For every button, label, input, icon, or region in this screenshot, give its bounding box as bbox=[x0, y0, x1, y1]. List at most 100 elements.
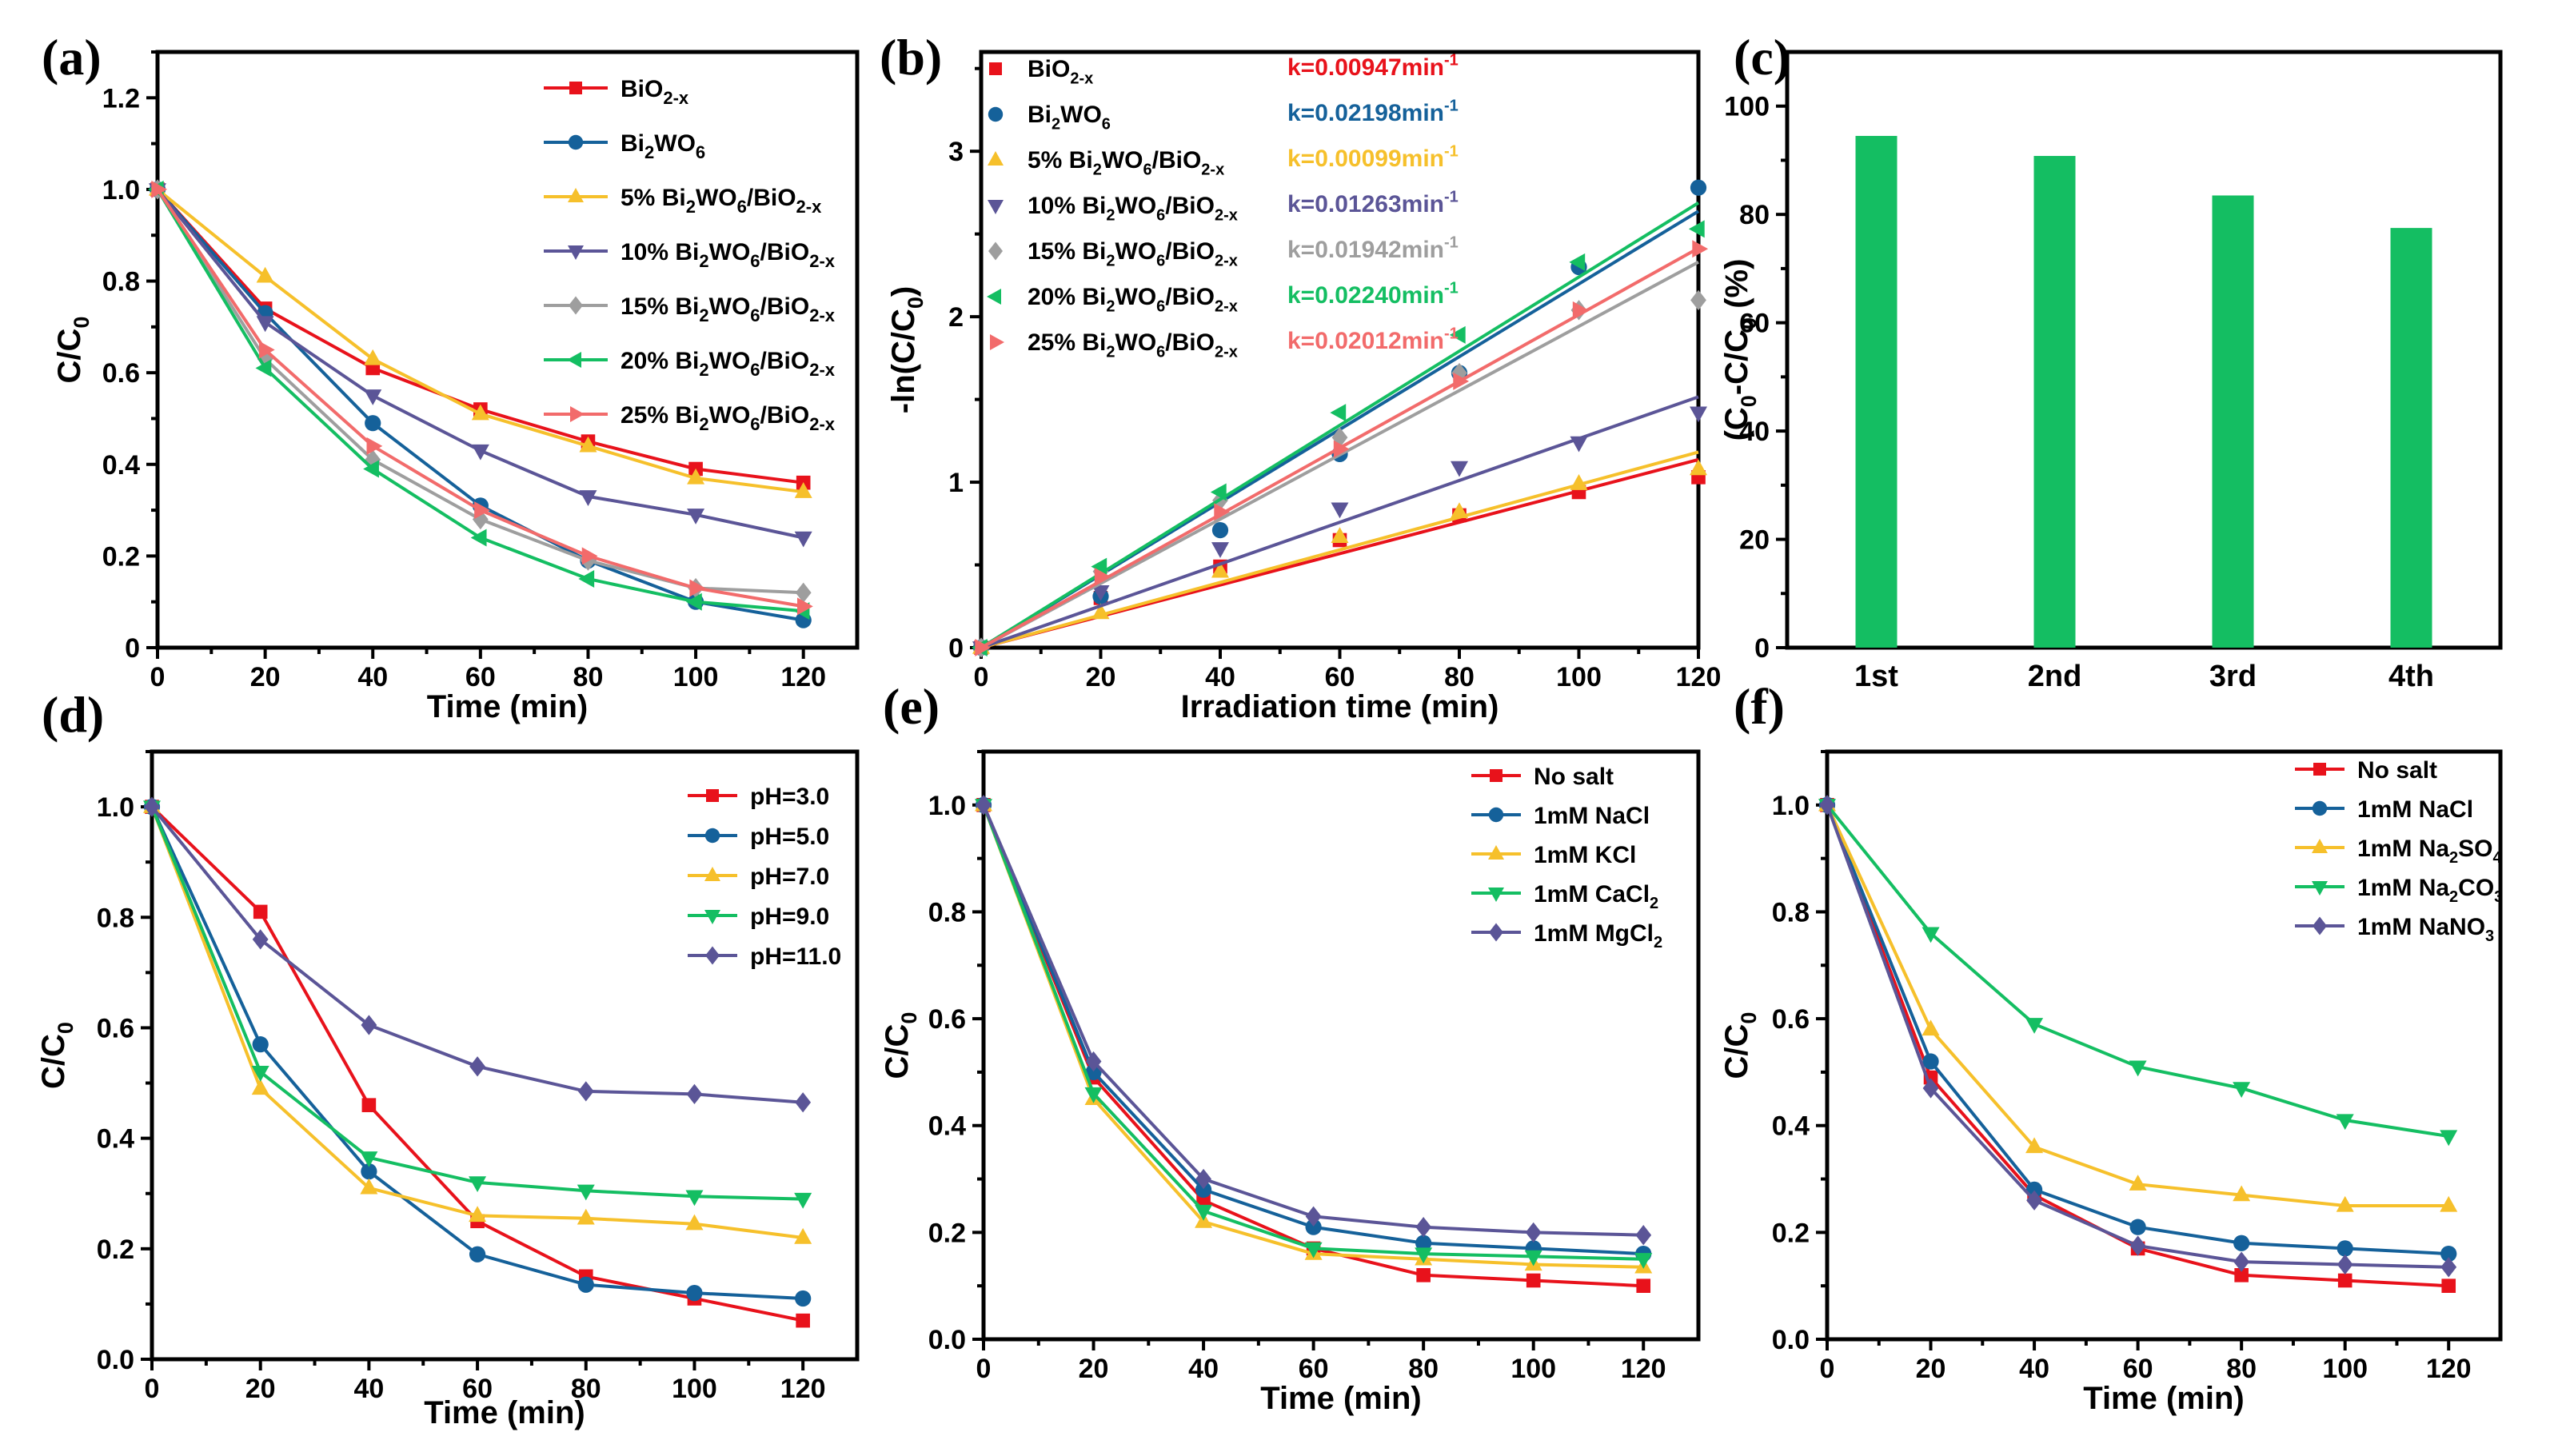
series-1mm-na2co3 bbox=[1818, 799, 2458, 1147]
data-point bbox=[1690, 459, 1707, 476]
x-axis-title-d: Time (min) bbox=[424, 1395, 585, 1430]
y-tick-label-a: 1.2 bbox=[102, 83, 140, 114]
data-point bbox=[361, 1098, 377, 1112]
legend-marker bbox=[706, 789, 719, 802]
legend-label: Bi2WO6 bbox=[1028, 102, 1111, 133]
legend-entry-5-bi2wo6-bio2-x: 5% Bi2WO6/BiO2-x k=0.00099min-1 bbox=[988, 142, 1459, 178]
y-tick-label-e: 0.6 bbox=[928, 1004, 966, 1035]
data-point bbox=[252, 1036, 269, 1053]
series-ph-5-0 bbox=[143, 798, 812, 1307]
legend-entry-ph-11-0: pH=11.0 bbox=[688, 943, 841, 970]
x-tick-label-e: 100 bbox=[1510, 1354, 1556, 1384]
data-point bbox=[2129, 1235, 2146, 1256]
data-point bbox=[366, 437, 383, 455]
fit-line-5-bi2wo6-bio2-x bbox=[980, 450, 1699, 649]
data-point bbox=[1690, 179, 1707, 196]
x-tick-label-a: 120 bbox=[780, 662, 826, 692]
data-point bbox=[151, 180, 168, 198]
legend-marker bbox=[988, 241, 1003, 261]
data-point bbox=[2129, 1175, 2147, 1191]
y-tick-label-c: 60 bbox=[1739, 309, 1770, 339]
data-point bbox=[1333, 440, 1350, 458]
legend-entry-1mm-nano3: 1mM NaNO3 bbox=[2295, 914, 2494, 945]
data-point bbox=[2440, 1245, 2457, 1263]
data-point bbox=[2234, 1268, 2249, 1282]
data-point bbox=[1634, 1253, 1653, 1269]
data-point bbox=[1922, 1053, 1939, 1070]
legend-label: No salt bbox=[1534, 764, 1614, 790]
x-tick-label-a: 0 bbox=[150, 662, 166, 692]
data-point bbox=[1525, 1222, 1542, 1243]
data-point bbox=[2233, 1185, 2251, 1202]
data-point bbox=[687, 509, 705, 525]
series-line-15-bi2wo6-bio2-x bbox=[156, 188, 804, 595]
data-point bbox=[975, 639, 992, 656]
legend-entry-bi2wo6: Bi2WO6 bbox=[544, 130, 705, 162]
legend-label: 10% Bi2WO6/BiO2-x bbox=[621, 239, 836, 271]
data-point bbox=[795, 582, 812, 603]
data-point bbox=[1570, 436, 1588, 453]
rate-constant-label: k=0.00947min-1 bbox=[1287, 51, 1459, 81]
data-point bbox=[364, 389, 382, 405]
legend-entry-1mm-kcl: 1mM KCl bbox=[1471, 842, 1636, 868]
data-point bbox=[1415, 1247, 1433, 1264]
panel-label-e: (e) bbox=[883, 678, 940, 735]
y-tick-label-a: 0 bbox=[125, 633, 140, 664]
data-point bbox=[2025, 1018, 2044, 1034]
data-point bbox=[1195, 1168, 1211, 1190]
legend-marker bbox=[705, 946, 720, 965]
plot-frame-e bbox=[981, 749, 1701, 1342]
series-line-1mm-na2co3 bbox=[1826, 804, 2449, 1139]
x-tick-label-b: 60 bbox=[1325, 662, 1355, 692]
x-tick-label-b: 0 bbox=[974, 662, 989, 692]
data-point bbox=[1524, 1250, 1542, 1267]
data-point bbox=[364, 349, 382, 365]
data-point bbox=[795, 1290, 812, 1307]
data-point bbox=[1453, 372, 1470, 390]
chart-f: (f) 0.0 0.2 0.4 0.6 0.8 1.0 C/C0 0 20 40 60 80 100 120… bbox=[1719, 678, 2503, 1416]
data-point bbox=[2129, 1219, 2146, 1235]
legend-label: 10% Bi2WO6/BiO2-x bbox=[1028, 193, 1238, 224]
legend-label: 1mM MgCl2 bbox=[1534, 920, 1662, 951]
data-point bbox=[581, 547, 598, 565]
data-point bbox=[469, 1056, 485, 1077]
legend-label: 15% Bi2WO6/BiO2-x bbox=[1028, 238, 1238, 269]
data-point bbox=[1690, 406, 1707, 423]
legend-marker bbox=[988, 151, 1004, 166]
x-tick-label-d: 20 bbox=[245, 1374, 276, 1404]
y-tick-label-f: 0.0 bbox=[1772, 1325, 1810, 1355]
legend-label: No salt bbox=[2357, 757, 2437, 784]
legend-label: 1mM NaCl bbox=[1534, 803, 1650, 829]
series-line-1mm-mgcl2 bbox=[982, 804, 1644, 1237]
legend-label: 1mM KCl bbox=[1534, 842, 1636, 868]
series-ph-11-0 bbox=[144, 796, 812, 1113]
legend-entry-ph-7-0: pH=7.0 bbox=[688, 864, 829, 890]
data-point bbox=[2440, 1257, 2457, 1278]
y-axis-title-c: (C0-C/C0 (%) bbox=[1719, 259, 1761, 441]
data-point bbox=[1210, 483, 1227, 501]
legend-entry-1mm-mgcl2: 1mM MgCl2 bbox=[1471, 920, 1662, 951]
y-tick-label-d: 0.6 bbox=[97, 1013, 134, 1043]
data-point bbox=[578, 570, 595, 588]
x-tick-label-e: 0 bbox=[976, 1354, 992, 1384]
plot-frame-d bbox=[150, 749, 860, 1362]
y-tick-label-c: 100 bbox=[1724, 92, 1770, 122]
series-5-bi2wo6-bio2-x bbox=[972, 450, 1707, 654]
rate-constant-label: k=0.02240min-1 bbox=[1287, 279, 1459, 309]
data-point bbox=[794, 531, 812, 548]
y-tick-label-c: 0 bbox=[1754, 633, 1770, 664]
data-point bbox=[2233, 1082, 2251, 1099]
x-category-label: 1st bbox=[1854, 660, 1898, 693]
y-tick-label-c: 80 bbox=[1739, 200, 1770, 230]
legend-label: 5% Bi2WO6/BiO2-x bbox=[621, 185, 822, 217]
data-point bbox=[2336, 1195, 2354, 1212]
data-point bbox=[577, 1184, 595, 1201]
data-point bbox=[471, 444, 489, 461]
data-point bbox=[365, 449, 381, 470]
data-point bbox=[2337, 1240, 2353, 1257]
y-tick-label-d: 0.0 bbox=[97, 1345, 134, 1375]
x-tick-label-f: 60 bbox=[2123, 1354, 2153, 1384]
rate-constant-label: k=0.01942min-1 bbox=[1287, 233, 1459, 263]
data-point bbox=[686, 1284, 703, 1302]
y-axis-title-f: C/C0 bbox=[1719, 1012, 1761, 1079]
